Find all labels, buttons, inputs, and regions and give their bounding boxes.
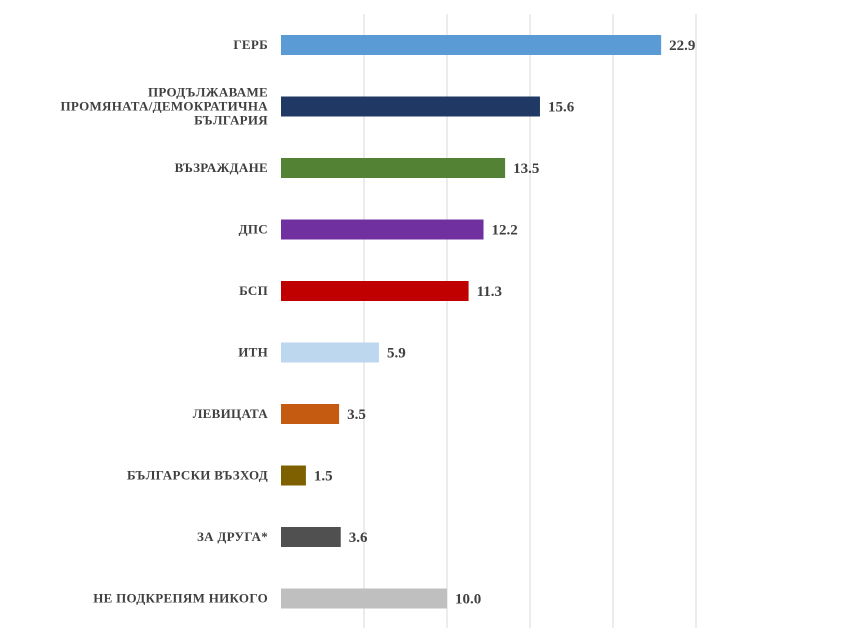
bar-0 bbox=[281, 35, 662, 55]
value-labels: 22.9 15.6 13.5 12.2 11.3 5.9 3.5 1.5 3.6 10.0 bbox=[314, 38, 695, 608]
bar-2 bbox=[281, 158, 506, 178]
value-label-0: 22.9 bbox=[669, 38, 695, 54]
category-label-5: ИТН bbox=[238, 345, 268, 360]
category-label-6: ЛЕВИЦАТА bbox=[193, 406, 269, 421]
category-label-2: ВЪЗРАЖДАНЕ bbox=[175, 160, 268, 175]
category-label-4-line-0: БСП bbox=[239, 283, 268, 298]
category-label-0: ГЕРБ bbox=[233, 37, 268, 52]
bar-3 bbox=[281, 219, 484, 240]
bar-6 bbox=[281, 404, 340, 424]
category-label-8-line-0: ЗА ДРУГА* bbox=[197, 529, 268, 544]
value-label-8: 3.6 bbox=[349, 530, 368, 546]
bar-8 bbox=[281, 527, 341, 547]
category-label-2-line-0: ВЪЗРАЖДАНЕ bbox=[175, 160, 268, 175]
category-label-1-line-2: БЪЛГАРИЯ bbox=[194, 113, 268, 128]
category-label-9-line-0: НЕ ПОДКРЕПЯМ НИКОГО bbox=[93, 591, 268, 606]
bars bbox=[281, 35, 662, 609]
bar-4 bbox=[281, 281, 469, 301]
value-label-2: 13.5 bbox=[513, 161, 539, 177]
category-label-9: НЕ ПОДКРЕПЯМ НИКОГО bbox=[93, 591, 268, 606]
category-label-8: ЗА ДРУГА* bbox=[197, 529, 268, 544]
category-label-6-line-0: ЛЕВИЦАТА bbox=[193, 406, 269, 421]
value-label-9: 10.0 bbox=[455, 592, 481, 608]
bar-1 bbox=[281, 96, 540, 117]
value-label-3: 12.2 bbox=[492, 223, 518, 239]
bar-9 bbox=[281, 588, 447, 609]
value-label-6: 3.5 bbox=[347, 407, 366, 423]
category-label-1: ПРОДЪЛЖАВАМЕ ПРОМЯНАТА/ДЕМОКРАТИЧНА БЪЛГАР… bbox=[61, 85, 269, 128]
category-label-7-line-0: БЪЛГАРСКИ ВЪЗХОД bbox=[127, 468, 268, 483]
value-label-5: 5.9 bbox=[387, 346, 406, 362]
category-label-1-line-1: ПРОМЯНАТА/ДЕМОКРАТИЧНА bbox=[61, 99, 269, 114]
bar-5 bbox=[281, 342, 379, 363]
category-label-0-line-0: ГЕРБ bbox=[233, 37, 268, 52]
category-label-7: БЪЛГАРСКИ ВЪЗХОД bbox=[127, 468, 268, 483]
value-label-1: 15.6 bbox=[548, 100, 575, 116]
value-label-7: 1.5 bbox=[314, 469, 333, 485]
category-label-3-line-0: ДПС bbox=[239, 222, 268, 237]
category-label-4: БСП bbox=[239, 283, 268, 298]
category-label-5-line-0: ИТН bbox=[238, 345, 268, 360]
bar-7 bbox=[281, 465, 306, 486]
value-label-4: 11.3 bbox=[477, 284, 502, 300]
category-label-1-line-0: ПРОДЪЛЖАВАМЕ bbox=[148, 85, 268, 100]
category-label-3: ДПС bbox=[239, 222, 268, 237]
